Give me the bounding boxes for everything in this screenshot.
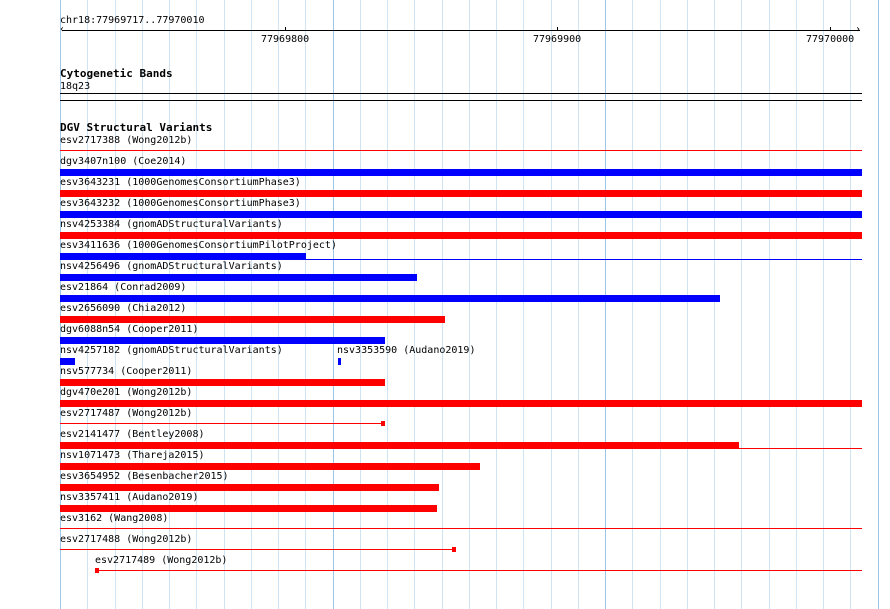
variant-label[interactable]: esv21864 (Conrad2009)	[60, 282, 187, 293]
variant-label[interactable]: esv2717489 (Wong2012b)	[95, 555, 228, 566]
variant-feature[interactable]	[95, 570, 862, 571]
variant-label[interactable]: nsv1071473 (Thareja2015)	[60, 450, 205, 461]
location-label: chr18:77969717..77970010	[60, 15, 205, 26]
variant-feature[interactable]	[60, 274, 417, 281]
variant-label[interactable]: nsv3357411 (Audano2019)	[60, 492, 199, 503]
variant-label[interactable]: nsv4257182 (gnomADStructuralVariants)	[60, 345, 283, 356]
cytoband-label: 18q23	[60, 81, 91, 92]
variant-label[interactable]: esv2141477 (Bentley2008)	[60, 429, 205, 440]
variant-feature[interactable]	[60, 316, 445, 323]
ruler-tick	[557, 27, 558, 31]
grid-line	[823, 0, 824, 609]
grid-line	[414, 0, 415, 609]
variant-label[interactable]: dgv470e201 (Wong2012b)	[60, 387, 193, 398]
grid-line	[687, 0, 688, 609]
variant-label[interactable]: nsv3353590 (Audano2019)	[337, 345, 476, 356]
grid-line	[523, 0, 524, 609]
variant-feature[interactable]	[60, 253, 306, 260]
variant-feature[interactable]	[60, 400, 862, 407]
grid-line	[714, 0, 715, 609]
grid-line	[360, 0, 361, 609]
variant-feature[interactable]	[60, 379, 385, 386]
grid-line	[115, 0, 116, 609]
ruler-tick-label: 77969900	[533, 34, 582, 45]
variant-label[interactable]: nsv577734 (Cooper2011)	[60, 366, 193, 377]
grid-line	[196, 0, 197, 609]
track-separator	[60, 100, 862, 101]
cytoband-track-title[interactable]: Cytogenetic Bands	[60, 67, 173, 80]
ruler-right-arrow-icon: ›	[855, 24, 862, 35]
grid-line	[769, 0, 770, 609]
variant-feature-extension[interactable]	[306, 259, 862, 260]
ruler-tick-label: 77969800	[261, 34, 310, 45]
variant-feature[interactable]	[60, 505, 437, 512]
grid-line	[850, 0, 851, 609]
variant-feature[interactable]	[60, 150, 862, 151]
grid-line	[496, 0, 497, 609]
grid-line	[442, 0, 443, 609]
variant-feature[interactable]	[60, 337, 385, 344]
variant-label[interactable]: esv3643231 (1000GenomesConsortiumPhase3)	[60, 177, 301, 188]
variant-feature[interactable]	[60, 358, 75, 365]
variant-feature-end[interactable]	[452, 547, 456, 552]
grid-line	[224, 0, 225, 609]
variant-label[interactable]: esv3162 (Wang2008)	[60, 513, 169, 524]
ruler-line	[62, 30, 860, 31]
variant-label[interactable]: dgv6088n54 (Cooper2011)	[60, 324, 199, 335]
variant-feature[interactable]	[60, 528, 862, 529]
variant-feature[interactable]	[60, 211, 862, 218]
grid-line	[469, 0, 470, 609]
variant-feature[interactable]	[60, 463, 480, 470]
grid-line	[578, 0, 579, 609]
variant-label[interactable]: esv2656090 (Chia2012)	[60, 303, 187, 314]
ruler-tick	[285, 27, 286, 31]
ruler-tick-label: 77970000	[806, 34, 855, 45]
grid-line	[305, 0, 306, 609]
grid-line	[878, 0, 879, 609]
grid-line	[278, 0, 279, 609]
variant-label[interactable]: dgv3407n100 (Coe2014)	[60, 156, 187, 167]
dgv-track-title[interactable]: DGV Structural Variants	[60, 121, 213, 134]
grid-line	[60, 0, 61, 609]
variant-feature[interactable]	[60, 295, 720, 302]
variant-label[interactable]: nsv4256496 (gnomADStructuralVariants)	[60, 261, 283, 272]
grid-line	[333, 0, 334, 609]
variant-label[interactable]: esv3654952 (Besenbacher2015)	[60, 471, 229, 482]
grid-line	[169, 0, 170, 609]
grid-line	[87, 0, 88, 609]
grid-line	[605, 0, 606, 609]
cytoband-band[interactable]	[60, 93, 862, 94]
variant-label[interactable]: esv2717487 (Wong2012b)	[60, 408, 193, 419]
ruler-left-arrow-icon: ‹	[59, 24, 66, 35]
grid-line	[387, 0, 388, 609]
grid-line	[796, 0, 797, 609]
variant-feature-extension[interactable]	[739, 448, 862, 449]
variant-label[interactable]: esv2717488 (Wong2012b)	[60, 534, 193, 545]
variant-feature[interactable]	[60, 423, 385, 424]
grid-line	[660, 0, 661, 609]
variant-feature[interactable]	[338, 358, 341, 365]
variant-label[interactable]: esv3411636 (1000GenomesConsortiumPilotPr…	[60, 240, 337, 251]
variant-label[interactable]: nsv4253384 (gnomADStructuralVariants)	[60, 219, 283, 230]
variant-label[interactable]: esv3643232 (1000GenomesConsortiumPhase3)	[60, 198, 301, 209]
variant-feature[interactable]	[60, 232, 862, 239]
variant-label[interactable]: esv2717388 (Wong2012b)	[60, 135, 193, 146]
variant-feature[interactable]	[60, 169, 862, 176]
variant-feature-end[interactable]	[95, 568, 99, 573]
variant-feature[interactable]	[60, 484, 439, 491]
grid-line	[551, 0, 552, 609]
grid-line	[251, 0, 252, 609]
variant-feature-end[interactable]	[381, 421, 385, 426]
ruler-tick	[830, 27, 831, 31]
grid-line	[142, 0, 143, 609]
grid-line	[632, 0, 633, 609]
variant-feature[interactable]	[60, 442, 739, 449]
variant-feature[interactable]	[60, 549, 456, 550]
grid-line	[741, 0, 742, 609]
variant-feature[interactable]	[60, 190, 862, 197]
